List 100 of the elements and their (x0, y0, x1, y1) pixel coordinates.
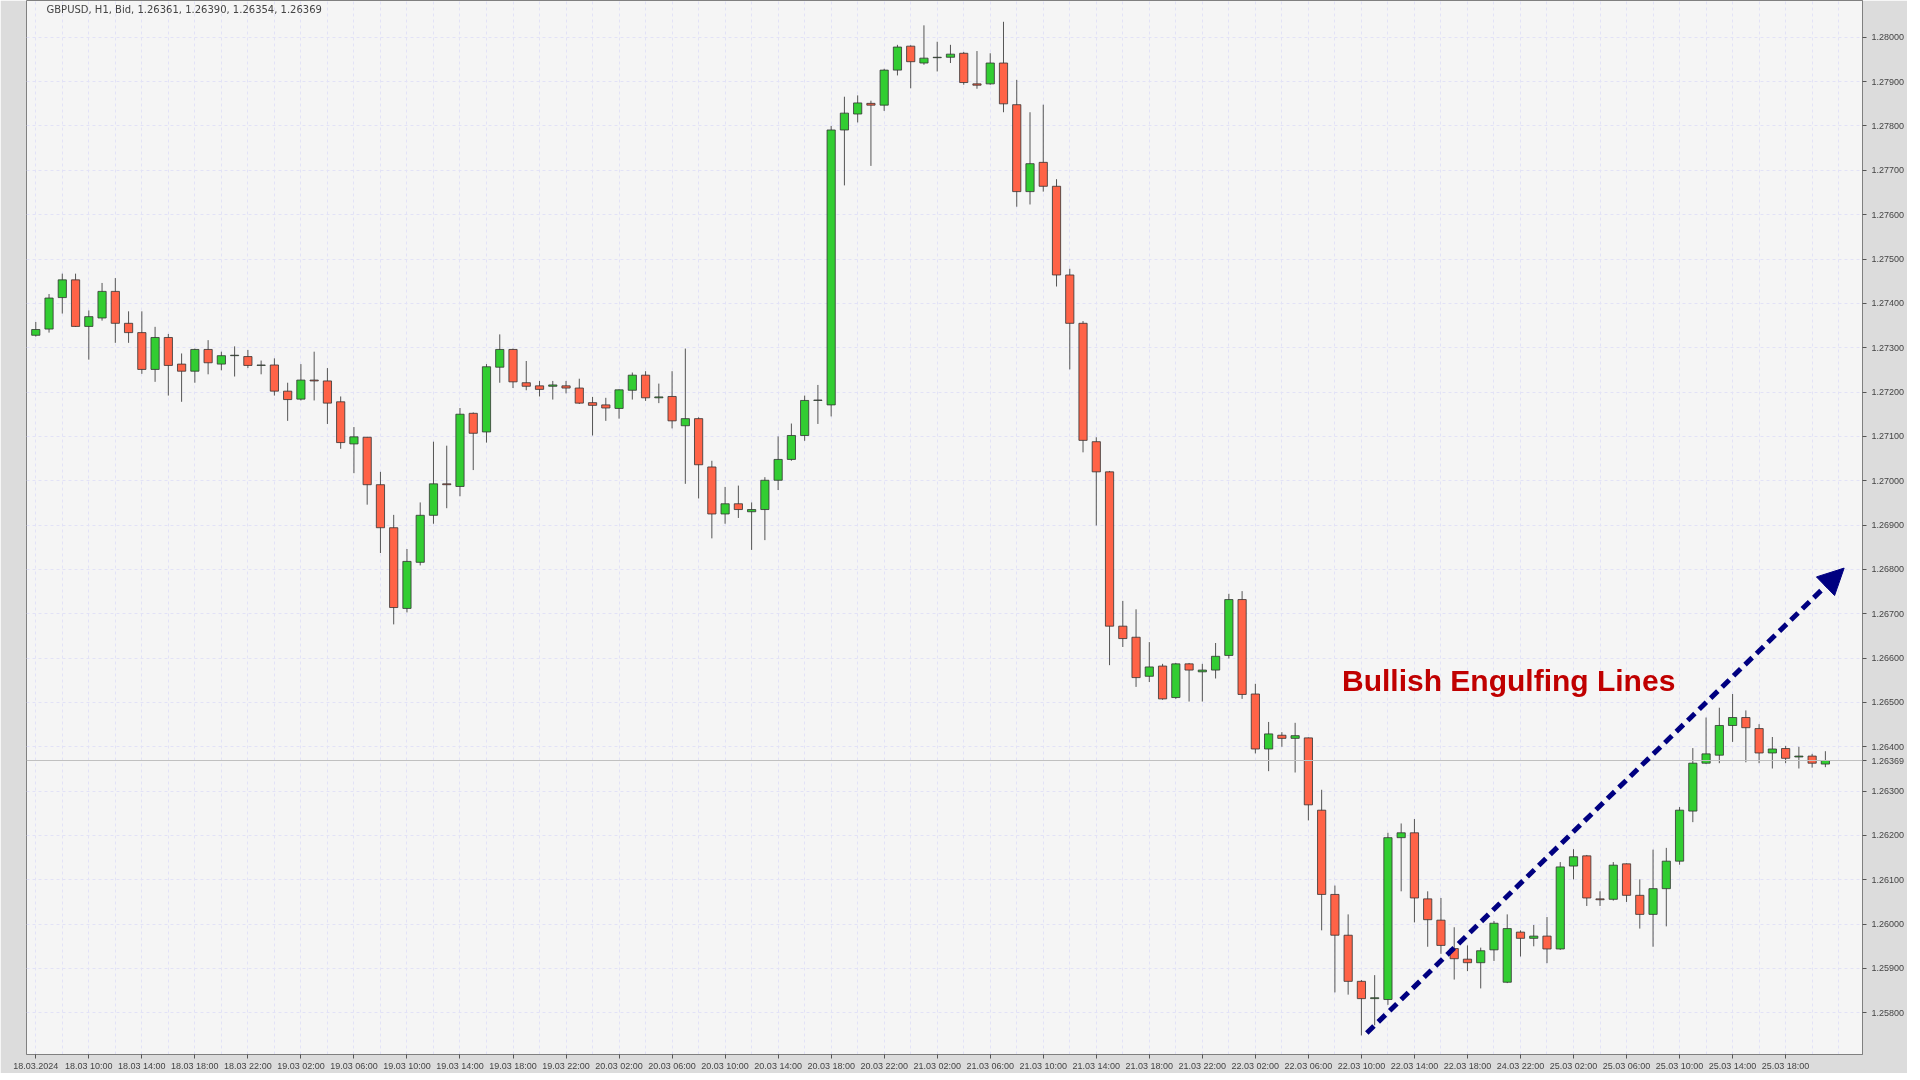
x-tick-label: 19.03 10:00 (383, 1060, 431, 1071)
candlestick (1038, 104, 1048, 193)
candlestick (733, 485, 743, 519)
candlestick (1741, 709, 1751, 763)
x-tick-label: 20.03 02:00 (595, 1060, 643, 1071)
candlestick (627, 372, 637, 401)
candlestick (747, 501, 757, 551)
x-tick-label: 21.03 14:00 (1072, 1060, 1121, 1071)
candlestick (1462, 944, 1472, 972)
candlestick (561, 380, 571, 394)
candlestick (932, 41, 942, 72)
x-tick-label: 19.03 22:00 (542, 1060, 590, 1071)
candlestick (495, 333, 505, 384)
candlestick (309, 351, 319, 401)
x-tick-label: 22.03 10:00 (1337, 1060, 1386, 1071)
candlestick (216, 351, 226, 371)
candlestick (892, 44, 902, 76)
y-tick-label: 1.26400 (1871, 741, 1905, 752)
candlestick (442, 445, 452, 509)
y-tick-label: 1.25800 (1871, 1007, 1905, 1018)
y-tick-label: 1.26700 (1871, 608, 1905, 619)
y-tick-label: 1.27400 (1871, 298, 1905, 309)
candlestick (256, 360, 266, 375)
y-tick-label: 1.27500 (1871, 254, 1905, 265)
candlestick (906, 44, 916, 89)
x-tick-label: 20.03 06:00 (648, 1060, 696, 1071)
x-tick-label: 18.03 18:00 (171, 1060, 219, 1071)
candlestick (1356, 979, 1366, 1036)
x-tick-label: 20.03 14:00 (754, 1060, 802, 1071)
y-tick-label: 1.27900 (1871, 76, 1905, 87)
x-tick-label: 18.03.2024 (13, 1060, 59, 1071)
x-tick-label: 19.03 14:00 (436, 1060, 484, 1071)
x-tick-label: 18.03 10:00 (65, 1060, 113, 1071)
y-tick-label: 1.27300 (1871, 342, 1905, 353)
candlestick (203, 339, 213, 375)
x-tick-label: 21.03 18:00 (1125, 1060, 1174, 1071)
candlestick (972, 50, 982, 90)
x-tick-label: 20.03 22:00 (860, 1060, 908, 1071)
x-tick-label: 21.03 06:00 (966, 1060, 1015, 1071)
candlestick (124, 310, 134, 344)
candlestick (243, 349, 253, 369)
y-tick-label: 1.27000 (1871, 475, 1905, 486)
candlestick (1635, 878, 1645, 930)
candlestick (57, 273, 67, 315)
candlestick (654, 383, 664, 404)
candlestick (1529, 924, 1539, 947)
candlestick (1595, 890, 1605, 907)
candlestick (548, 380, 558, 401)
candlestick (853, 94, 863, 123)
x-tick-label: 21.03 02:00 (913, 1060, 961, 1071)
x-tick-label: 21.03 10:00 (1019, 1060, 1068, 1071)
x-tick-label: 19.03 06:00 (330, 1060, 378, 1071)
candlestick (945, 44, 955, 64)
x-tick-label: 19.03 02:00 (277, 1060, 325, 1071)
candlestick (1211, 642, 1221, 679)
y-tick-label: 1.27100 (1871, 431, 1905, 442)
candlestick (919, 24, 929, 66)
y-tick-label: 1.27800 (1871, 120, 1905, 131)
chart-title: GBPUSD, H1, Bid, 1.26361, 1.26390, 1.26354, 1.26369 (46, 3, 322, 15)
x-tick-label: 20.03 10:00 (701, 1060, 749, 1071)
candlestick (720, 486, 730, 525)
y-tick-label: 1.27600 (1871, 209, 1905, 220)
y-tick-label: 1.26500 (1871, 697, 1905, 708)
y-tick-label: 1.26800 (1871, 564, 1905, 575)
candlestick (773, 435, 783, 491)
y-tick-label: 1.26300 (1871, 786, 1905, 797)
candlestick (1476, 947, 1486, 989)
candlestick (1118, 600, 1128, 648)
candlestick (1396, 822, 1406, 892)
candlestick (588, 396, 598, 436)
x-tick-label: 25.03 02:00 (1549, 1060, 1598, 1071)
candlestick (1569, 848, 1579, 880)
candlestick (1423, 890, 1433, 948)
candlestick (1728, 693, 1738, 743)
x-tick-label: 25.03 06:00 (1602, 1060, 1651, 1071)
y-tick-label: 1.27200 (1871, 387, 1905, 398)
candlestick (1264, 721, 1274, 772)
y-tick-label: 1.27700 (1871, 165, 1905, 176)
x-tick-label: 22.03 14:00 (1390, 1060, 1439, 1071)
y-tick-label: 1.28000 (1871, 32, 1905, 43)
y-tick-label: 1.26200 (1871, 830, 1905, 841)
candlestick (1144, 641, 1154, 683)
y-tick-label: 1.26600 (1871, 653, 1905, 664)
candlestick (786, 423, 796, 462)
candlestick (1197, 663, 1207, 703)
x-tick-label: 25.03 18:00 (1761, 1060, 1810, 1071)
candlestick (839, 96, 849, 186)
x-tick-label: 25.03 14:00 (1708, 1060, 1757, 1071)
y-tick-label: 1.26100 (1871, 874, 1905, 885)
x-tick-label: 21.03 22:00 (1178, 1060, 1227, 1071)
x-tick-label: 18.03 22:00 (224, 1060, 272, 1071)
candlestick (1701, 717, 1711, 765)
candlestick (680, 348, 690, 485)
candlestick (521, 360, 531, 391)
x-tick-label: 18.03 14:00 (118, 1060, 166, 1071)
candlestick (813, 384, 823, 425)
candlestick (190, 348, 200, 384)
y-tick-label: 1.26900 (1871, 520, 1905, 531)
candlestick (1290, 722, 1300, 773)
candlestick (283, 382, 293, 422)
